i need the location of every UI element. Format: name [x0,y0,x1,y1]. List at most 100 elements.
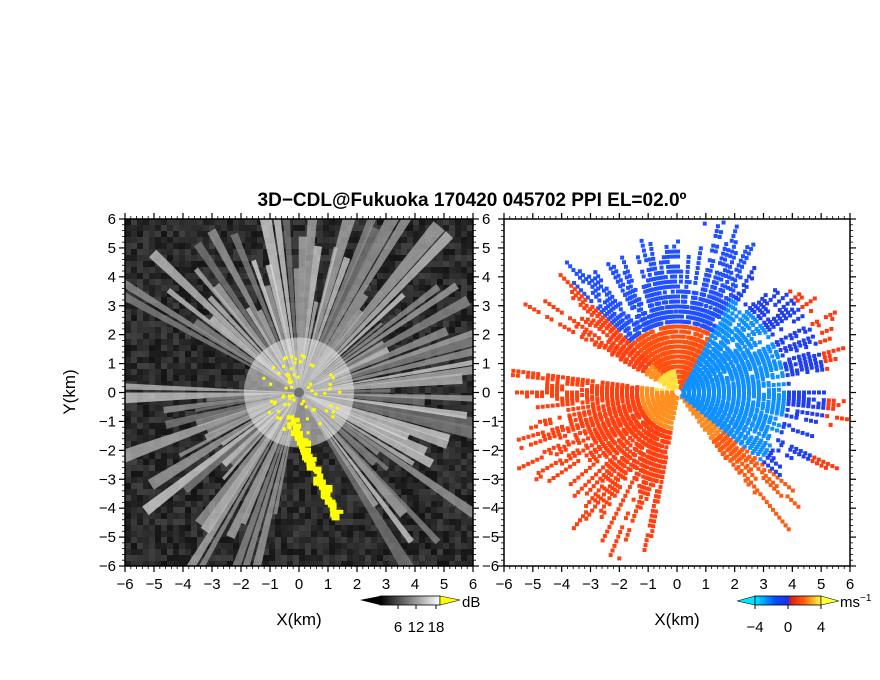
noise-cell [125,429,131,435]
noise-cell [467,243,473,249]
flagged-cell [283,403,287,407]
noise-cell [287,471,293,477]
flagged-cell [300,354,304,358]
noise-cell [371,543,377,549]
noise-cell [329,447,335,453]
noise-cell [155,465,161,471]
noise-cell [449,435,455,441]
noise-cell [431,501,437,507]
flagged-cell [281,364,285,368]
noise-cell [413,333,419,339]
noise-cell [143,381,149,387]
snr-ray [232,392,299,566]
noise-cell [197,399,203,405]
noise-cell [185,513,191,519]
noise-cell [281,291,287,297]
velocity-cell [724,376,729,381]
noise-cell [413,477,419,483]
noise-cell [227,357,233,363]
snr-ray [299,366,473,393]
noise-cell [263,315,269,321]
velocity-cell [745,359,750,364]
noise-cell [185,273,191,279]
noise-cell [455,399,461,405]
flagged-cell [286,422,290,426]
noise-cell [353,549,359,555]
noise-cell [335,531,341,537]
velocity-cell [756,359,761,364]
noise-cell [443,453,449,459]
noise-cell [401,351,407,357]
velocity-cell [781,313,786,318]
noise-cell [137,471,143,477]
noise-cell [257,465,263,471]
velocity-cell [722,268,727,273]
noise-cell [431,465,437,471]
flagged-cell [304,405,308,409]
noise-cell [329,333,335,339]
noise-cell [383,273,389,279]
noise-cell [173,255,179,261]
noise-cell [329,237,335,243]
noise-cell [335,537,341,543]
noise-cell [191,489,197,495]
noise-cell [323,267,329,273]
velocity-cell [705,299,710,304]
noise-cell [155,237,161,243]
noise-cell [233,261,239,267]
noise-cell [341,537,347,543]
noise-cell [407,279,413,285]
noise-cell [467,453,473,459]
noise-cell [467,489,473,495]
noise-cell [173,345,179,351]
noise-cell [377,225,383,231]
velocity-cell [758,323,763,328]
noise-cell [149,363,155,369]
noise-cell [125,321,131,327]
noise-cell [173,375,179,381]
velocity-cell [725,279,730,284]
velocity-cell [773,349,778,354]
y-tick-label-right: 5 [482,240,490,257]
noise-cell [449,327,455,333]
noise-cell [191,411,197,417]
noise-cell [329,231,335,237]
noise-cell [167,231,173,237]
noise-cell [137,387,143,393]
noise-cell [449,333,455,339]
noise-cell [257,219,263,225]
noise-cell [359,513,365,519]
velocity-cell [783,346,788,351]
noise-cell [263,543,269,549]
noise-cell [413,291,419,297]
noise-cell [185,249,191,255]
noise-cell [341,513,347,519]
noise-cell [389,315,395,321]
noise-cell [137,261,143,267]
noise-cell [455,405,461,411]
noise-cell [299,519,305,525]
noise-cell [335,489,341,495]
noise-cell [425,327,431,333]
noise-cell [125,501,131,507]
noise-cell [341,447,347,453]
noise-cell [125,219,131,225]
noise-cell [239,375,245,381]
noise-cell [293,243,299,249]
noise-cell [131,429,137,435]
noise-cell [353,243,359,249]
noise-cell [197,339,203,345]
noise-cell [143,375,149,381]
noise-cell [197,405,203,411]
flagged-cell [305,417,309,421]
noise-cell [155,363,161,369]
noise-cell [467,291,473,297]
noise-cell [233,225,239,231]
noise-cell [143,243,149,249]
velocity-cell [800,304,805,309]
noise-cell [401,483,407,489]
noise-cell [179,225,185,231]
noise-cell [341,507,347,513]
noise-cell [293,549,299,555]
noise-cell [323,261,329,267]
